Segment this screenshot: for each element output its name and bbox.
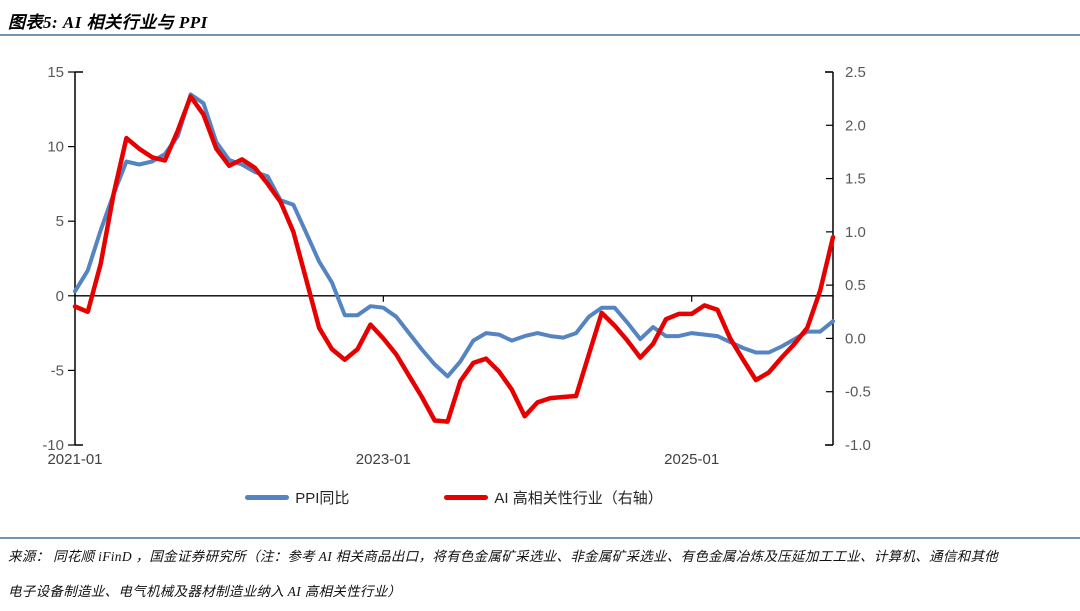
series-line-1 — [72, 94, 836, 424]
left-axis-label: 0 — [56, 288, 64, 305]
left-axis-label: 5 — [56, 213, 64, 230]
x-axis-label: 2023-01 — [356, 451, 411, 468]
right-axis-label: 2.5 — [845, 64, 866, 81]
source-note-line1: 来源： 同花顺 iFinD ，国金证券研究所（注：参考 AI 相关商品出口，将有… — [8, 549, 999, 564]
legend-label-ppi: PPI同比 — [295, 490, 350, 507]
chart-legend: PPI同比 AI 高相关性行业（右轴） — [0, 487, 908, 508]
source-note-line2: 电子设备制造业、电气机械及器材制造业纳入 AI 高相关性行业） — [8, 584, 402, 599]
legend-item-ai: AI 高相关性行业（右轴） — [444, 487, 663, 508]
left-axis-label: -10 — [42, 437, 64, 454]
x-axis-label: 2021-01 — [47, 451, 102, 468]
x-axis-label: 2025-01 — [664, 451, 719, 468]
bottom-divider — [0, 537, 1080, 539]
figure-title: 图表5: AI 相关行业与 PPI — [8, 13, 208, 32]
legend-label-ai: AI 高相关性行业（右轴） — [494, 490, 663, 507]
ai-line-swatch — [444, 495, 489, 500]
right-axis-label: 0.5 — [845, 277, 866, 294]
right-axis-label: 1.5 — [845, 171, 866, 188]
top-divider — [0, 34, 1080, 36]
ppi-line-swatch — [245, 495, 290, 500]
right-axis-label: 0.0 — [845, 330, 866, 347]
right-axis-label: -0.5 — [845, 384, 871, 401]
right-axis-label: 2.0 — [845, 117, 866, 134]
legend-item-ppi: PPI同比 — [245, 487, 349, 508]
left-axis-label: -5 — [51, 362, 64, 379]
left-axis-label: 15 — [47, 64, 64, 81]
series-line-0 — [73, 92, 835, 379]
left-axis-label: 10 — [47, 139, 64, 156]
right-axis-label: 1.0 — [845, 224, 866, 241]
right-axis-label: -1.0 — [845, 437, 871, 454]
